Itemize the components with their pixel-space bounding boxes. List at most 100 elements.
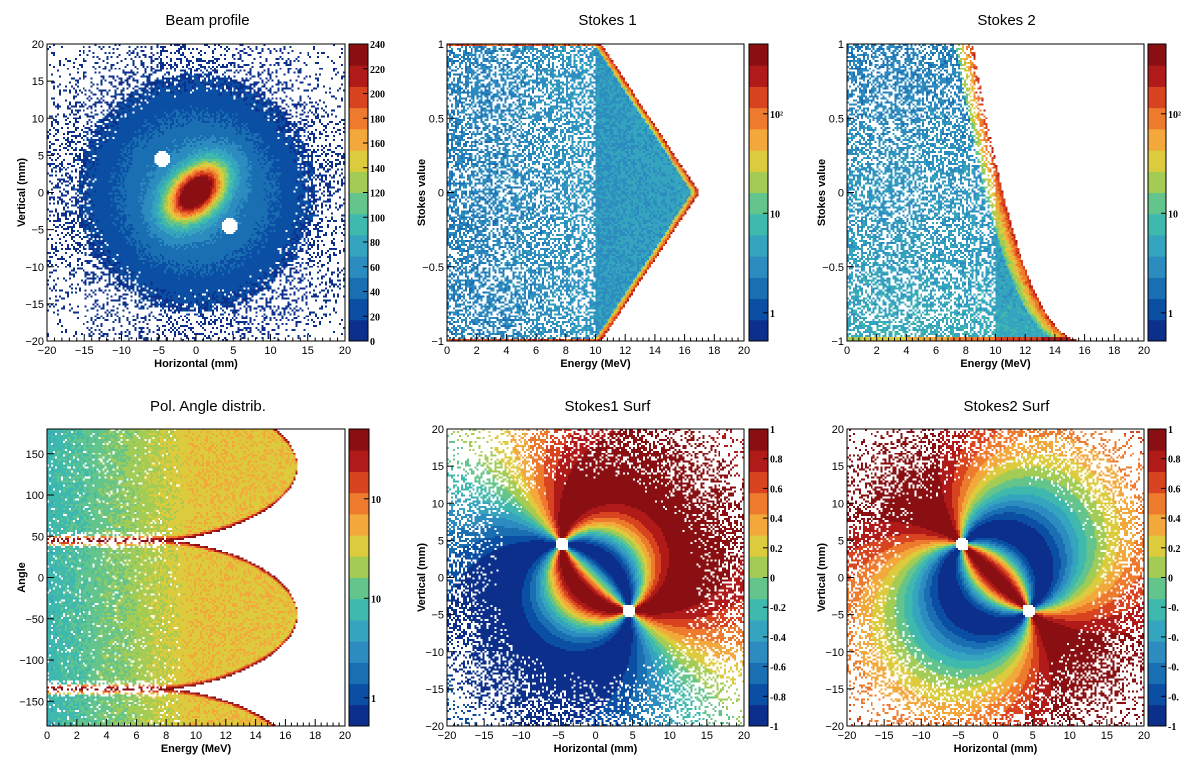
y-tick-label: −20 bbox=[825, 721, 844, 733]
palette-band bbox=[1148, 192, 1166, 215]
palette-band bbox=[1148, 641, 1166, 663]
palette-tick-label: 100 bbox=[370, 213, 385, 224]
y-tick-label: −20 bbox=[425, 721, 444, 733]
palette-tick-label: -0.8 bbox=[770, 692, 786, 703]
y-tick-label: −15 bbox=[425, 684, 444, 696]
palette-tick-label: 0.2 bbox=[770, 544, 783, 555]
y-tick-label: −15 bbox=[825, 684, 844, 696]
palette-band bbox=[349, 577, 369, 600]
panel-stokes2_surf: Stokes2 Surf−20 −15 −10 −5 0 5 10 15 20−20−15−10… bbox=[816, 398, 1181, 755]
palette-band bbox=[1148, 319, 1166, 342]
heatmap-image bbox=[447, 44, 744, 341]
palette-tick-label: 240 bbox=[370, 40, 385, 51]
x-tick-label: 14 bbox=[1049, 345, 1061, 357]
palette-band bbox=[1148, 704, 1166, 727]
palette-band bbox=[1148, 107, 1166, 130]
palette-band bbox=[349, 150, 368, 172]
y-tick-label: 15 bbox=[832, 461, 844, 473]
palette-band bbox=[349, 598, 369, 621]
y-tick-label: 15 bbox=[32, 76, 44, 88]
x-tick-label: 8 bbox=[163, 730, 169, 742]
x-tick-label: 10 bbox=[264, 345, 276, 357]
x-tick-label: −15 bbox=[875, 730, 894, 742]
palette-band bbox=[349, 641, 369, 663]
x-axis-label: Horizontal (mm) bbox=[154, 358, 238, 370]
palette-band bbox=[749, 598, 768, 621]
x-tick-label: 12 bbox=[619, 345, 631, 357]
palette-tick-label: -0.4 bbox=[770, 633, 786, 644]
x-tick-label: 0 bbox=[592, 730, 598, 742]
palette-band bbox=[749, 298, 768, 321]
x-tick-label: 10 bbox=[1064, 730, 1076, 742]
palette-tick-label: 0.6 bbox=[770, 484, 783, 495]
palette-tick-label: 0.2 bbox=[1168, 544, 1181, 555]
palette-band bbox=[1148, 535, 1166, 557]
palette-band bbox=[749, 213, 768, 236]
y-tick-label: 0.5 bbox=[429, 113, 444, 125]
x-tick-label: −20 bbox=[38, 345, 57, 357]
palette-tick-label: -0. bbox=[1168, 663, 1179, 674]
y-tick-label: 0 bbox=[38, 573, 44, 585]
color-palette: 1 10 10 bbox=[348, 428, 381, 727]
x-tick-label: 16 bbox=[1078, 345, 1090, 357]
palette-band bbox=[749, 704, 768, 727]
palette-tick-label: 0.8 bbox=[770, 455, 783, 466]
palette-tick-label: 10 bbox=[1168, 209, 1178, 220]
palette-band bbox=[749, 577, 768, 600]
palette-band bbox=[349, 107, 368, 130]
palette-tick-label: 1 bbox=[1168, 425, 1173, 436]
y-tick-label: 10 bbox=[32, 113, 44, 125]
x-tick-label: 20 bbox=[738, 730, 750, 742]
x-tick-label: 20 bbox=[1138, 345, 1150, 357]
x-tick-label: 6 bbox=[133, 730, 139, 742]
y-tick-label: −50 bbox=[25, 614, 44, 626]
palette-band bbox=[1148, 298, 1166, 321]
palette-band bbox=[749, 256, 768, 278]
x-tick-label: 20 bbox=[1138, 730, 1150, 742]
x-tick-label: −5 bbox=[152, 345, 165, 357]
y-tick-label: −1 bbox=[831, 336, 844, 348]
palette-tick-label: 40 bbox=[370, 288, 380, 299]
palette-band bbox=[1148, 450, 1166, 472]
palette-band bbox=[1148, 471, 1166, 494]
palette-band bbox=[1148, 598, 1166, 621]
palette-band bbox=[349, 192, 368, 215]
y-axis-label: Vertical (mm) bbox=[16, 158, 28, 227]
y-tick-label: −1 bbox=[431, 336, 444, 348]
palette-frame bbox=[748, 43, 769, 342]
palette-band bbox=[749, 277, 768, 300]
x-axis-label: Energy (MeV) bbox=[960, 358, 1031, 370]
x-tick-label: 20 bbox=[339, 345, 351, 357]
x-tick-label: 0 bbox=[844, 345, 850, 357]
chart-title: Stokes1 Surf bbox=[565, 398, 652, 415]
color-palette: 0 20 40 60 80 100 120 140 160 180 200 220 240 bbox=[348, 40, 385, 348]
palette-band bbox=[349, 277, 368, 300]
palette-band bbox=[749, 641, 768, 663]
y-tick-label: −5 bbox=[831, 610, 844, 622]
y-tick-label: −0.5 bbox=[422, 262, 444, 274]
palette-tick-label: 1 bbox=[371, 694, 376, 705]
y-axis-label: Vertical (mm) bbox=[816, 543, 828, 612]
palette-band bbox=[349, 213, 368, 236]
palette-band bbox=[749, 535, 768, 557]
palette-tick-label: 180 bbox=[370, 114, 385, 125]
x-tick-label: −20 bbox=[438, 730, 457, 742]
x-tick-label: 16 bbox=[678, 345, 690, 357]
color-palette: 1 10 10² bbox=[748, 43, 783, 342]
palette-band bbox=[1148, 513, 1166, 536]
x-axis-label: Energy (MeV) bbox=[161, 743, 232, 755]
palette-tick-label: -0.2 bbox=[770, 603, 786, 614]
panel-stokes1: Stokes 1 0 2 4 6 8 10 12 14 16 18 20 −1 −0.5 0 0.5 1 Ener… bbox=[416, 12, 783, 370]
chart-title: Stokes2 Surf bbox=[964, 398, 1051, 415]
chart-title: Stokes 2 bbox=[977, 12, 1035, 29]
x-tick-label: 10 bbox=[589, 345, 601, 357]
x-tick-label: 0 bbox=[193, 345, 199, 357]
palette-band bbox=[749, 107, 768, 130]
y-axis-label: Angle bbox=[16, 562, 28, 593]
chart-title: Beam profile bbox=[165, 12, 249, 29]
palette-band bbox=[1148, 234, 1166, 257]
palette-tick-label: 0.8 bbox=[1168, 455, 1181, 466]
y-tick-label: −10 bbox=[825, 647, 844, 659]
palette-tick-label: -0. bbox=[1168, 603, 1179, 614]
